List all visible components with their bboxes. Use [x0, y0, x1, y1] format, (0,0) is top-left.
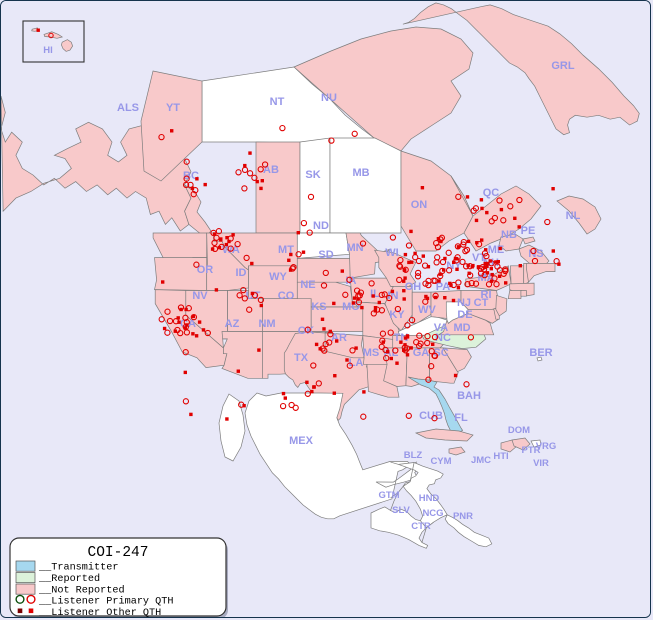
- svg-text:GTM: GTM: [378, 490, 399, 501]
- svg-text:NM: NM: [258, 318, 275, 330]
- svg-text:YT: YT: [166, 102, 180, 114]
- svg-text:BAH: BAH: [457, 390, 481, 402]
- svg-text:AB: AB: [263, 164, 279, 176]
- svg-text:NU: NU: [321, 92, 337, 104]
- svg-text:ND: ND: [313, 220, 329, 232]
- svg-text:CO: CO: [278, 290, 295, 302]
- svg-text:__Transmitter: __Transmitter: [38, 562, 118, 574]
- svg-text:PE: PE: [521, 225, 536, 237]
- svg-text:__Reported: __Reported: [38, 573, 100, 585]
- svg-text:MB: MB: [352, 167, 369, 179]
- svg-text:NJ: NJ: [457, 297, 471, 309]
- svg-text:KY: KY: [389, 309, 405, 321]
- svg-text:OH: OH: [405, 281, 422, 293]
- svg-text:KS: KS: [311, 301, 326, 313]
- svg-text:SLV: SLV: [392, 505, 410, 516]
- svg-text:SD: SD: [318, 249, 333, 261]
- svg-text:COI-247: COI-247: [88, 545, 149, 561]
- svg-text:NV: NV: [192, 290, 208, 302]
- svg-text:__Listener Other QTH: __Listener Other QTH: [38, 607, 161, 618]
- svg-text:HTI: HTI: [493, 451, 508, 462]
- svg-text:DOM: DOM: [508, 425, 530, 436]
- svg-text:HND: HND: [419, 493, 440, 504]
- svg-text:BLZ: BLZ: [404, 450, 423, 461]
- svg-text:BER: BER: [529, 347, 552, 359]
- svg-text:GA: GA: [413, 347, 430, 359]
- svg-text:CYM: CYM: [430, 456, 451, 467]
- svg-text:WI: WI: [385, 247, 398, 259]
- svg-text:__Not Reported: __Not Reported: [38, 585, 125, 597]
- svg-text:IL: IL: [370, 288, 380, 300]
- svg-text:HI: HI: [43, 45, 53, 56]
- svg-text:RI: RI: [481, 289, 492, 301]
- svg-text:JMC: JMC: [471, 455, 491, 466]
- svg-text:AZ: AZ: [225, 318, 240, 330]
- svg-text:MS: MS: [363, 347, 380, 359]
- svg-text:DE: DE: [457, 309, 472, 321]
- svg-text:MEX: MEX: [289, 435, 314, 447]
- svg-text:WY: WY: [269, 271, 287, 283]
- svg-text:FL: FL: [454, 412, 468, 424]
- svg-text:NT: NT: [270, 96, 285, 108]
- svg-text:CTR: CTR: [411, 521, 431, 532]
- svg-text:PNR: PNR: [453, 511, 473, 522]
- svg-text:VRG: VRG: [536, 441, 557, 452]
- svg-text:WV: WV: [418, 304, 436, 316]
- svg-text:MN: MN: [346, 242, 363, 254]
- svg-text:NCG: NCG: [422, 508, 443, 519]
- svg-text:VIR: VIR: [533, 458, 549, 469]
- svg-text:ON: ON: [411, 199, 428, 211]
- svg-text:ALS: ALS: [117, 102, 139, 114]
- svg-text:MO: MO: [342, 301, 360, 313]
- svg-text:SK: SK: [305, 169, 320, 181]
- svg-text:CUB: CUB: [419, 410, 443, 422]
- svg-text:TX: TX: [294, 352, 309, 364]
- svg-text:NL: NL: [566, 210, 581, 222]
- svg-text:NB: NB: [501, 229, 517, 241]
- svg-text:__Listener Primary QTH: __Listener Primary QTH: [38, 596, 174, 608]
- svg-text:QC: QC: [483, 187, 500, 199]
- svg-text:NE: NE: [300, 279, 315, 291]
- svg-text:GRL: GRL: [551, 60, 575, 72]
- svg-text:ID: ID: [236, 267, 247, 279]
- svg-text:MD: MD: [453, 322, 470, 334]
